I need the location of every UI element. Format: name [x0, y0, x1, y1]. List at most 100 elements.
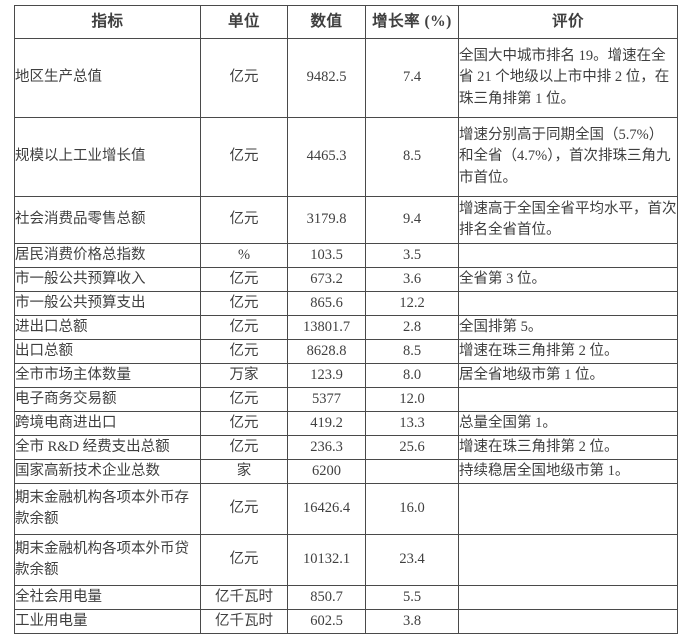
cell-indicator: 市一般公共预算支出	[14, 291, 201, 316]
cell-indicator: 电子商务交易额	[14, 387, 201, 412]
cell-value: 123.9	[287, 363, 366, 388]
table-row: 电子商务交易额 亿元 5377 12.0	[14, 387, 678, 412]
table-header-row: 指标 单位 数值 增长率 (%) 评价	[14, 5, 678, 39]
table-row: 规模以上工业增长值 亿元 4465.3 8.5 增速分别高于同期全国（5.7%）和全省（…	[14, 117, 678, 197]
cell-comment: 全国排第 5。	[458, 315, 678, 340]
cell-comment: 总量全国第 1。	[458, 411, 678, 436]
table-body: 地区生产总值 亿元 9482.5 7.4 全国大中城市排名 19。增速在全省 21 个地…	[14, 38, 678, 634]
cell-value: 10132.1	[287, 534, 366, 586]
cell-comment	[458, 387, 678, 412]
cell-indicator: 地区生产总值	[14, 38, 201, 118]
cell-comment: 持续稳居全国地级市第 1。	[458, 459, 678, 484]
cell-comment: 全省第 3 位。	[458, 267, 678, 292]
cell-value: 236.3	[287, 435, 366, 460]
economic-indicators-table: 指标 单位 数值 增长率 (%) 评价 地区生产总值 亿元 9482.5 7.4 全国大…	[14, 5, 678, 634]
table-row: 地区生产总值 亿元 9482.5 7.4 全国大中城市排名 19。增速在全省 21 个地…	[14, 38, 678, 118]
cell-unit: 亿元	[200, 339, 288, 364]
table-row: 全市市场主体数量 万家 123.9 8.0 居全省地级市第 1 位。	[14, 363, 678, 388]
cell-unit: 亿元	[200, 38, 288, 118]
cell-value: 419.2	[287, 411, 366, 436]
column-header-unit: 单位	[200, 5, 288, 39]
cell-growth: 3.5	[365, 243, 459, 268]
table-row: 全市 R&D 经费支出总额 亿元 236.3 25.6 增速在珠三角排第 2 位。	[14, 435, 678, 460]
cell-indicator: 国家高新技术企业总数	[14, 459, 201, 484]
cell-comment	[458, 534, 678, 586]
table-row: 社会消费品零售总额 亿元 3179.8 9.4 增速高于全国全省平均水平，首次排名全省首…	[14, 196, 678, 244]
cell-comment	[458, 291, 678, 316]
cell-unit: 亿元	[200, 534, 288, 586]
cell-growth: 25.6	[365, 435, 459, 460]
column-header-indicator: 指标	[14, 5, 201, 39]
cell-growth: 16.0	[365, 483, 459, 535]
table-row: 市一般公共预算支出 亿元 865.6 12.2	[14, 291, 678, 316]
cell-value: 5377	[287, 387, 366, 412]
cell-indicator: 规模以上工业增长值	[14, 117, 201, 197]
cell-growth: 23.4	[365, 534, 459, 586]
cell-indicator: 全社会用电量	[14, 585, 201, 610]
cell-comment: 居全省地级市第 1 位。	[458, 363, 678, 388]
table-row: 期末金融机构各项本外币贷款余额 亿元 10132.1 23.4	[14, 534, 678, 586]
cell-unit: 亿元	[200, 267, 288, 292]
column-header-comment: 评价	[458, 5, 678, 39]
cell-indicator: 社会消费品零售总额	[14, 196, 201, 244]
cell-comment	[458, 483, 678, 535]
cell-indicator: 进出口总额	[14, 315, 201, 340]
cell-comment: 增速在珠三角排第 2 位。	[458, 339, 678, 364]
cell-growth: 8.5	[365, 117, 459, 197]
table-row: 居民消费价格总指数% 103.5 3.5	[14, 243, 678, 268]
cell-comment: 增速高于全国全省平均水平，首次排名全省首位。	[458, 196, 678, 244]
cell-growth: 12.2	[365, 291, 459, 316]
cell-growth: 12.0	[365, 387, 459, 412]
table-row: 跨境电商进出口 亿元 419.2 13.3 总量全国第 1。	[14, 411, 678, 436]
cell-indicator: 跨境电商进出口	[14, 411, 201, 436]
cell-growth: 2.8	[365, 315, 459, 340]
cell-comment	[458, 609, 678, 634]
cell-unit: 亿元	[200, 196, 288, 244]
cell-growth: 7.4	[365, 38, 459, 118]
cell-unit: 亿千瓦时	[200, 585, 288, 610]
cell-comment: 增速分别高于同期全国（5.7%）和全省（4.7%），首次排珠三角九市首位。	[458, 117, 678, 197]
cell-unit: %	[200, 243, 288, 268]
cell-value: 3179.8	[287, 196, 366, 244]
cell-unit: 亿元	[200, 387, 288, 412]
cell-unit: 万家	[200, 363, 288, 388]
cell-value: 6200	[287, 459, 366, 484]
cell-unit: 家	[200, 459, 288, 484]
cell-indicator: 全市 R&D 经费支出总额	[14, 435, 201, 460]
cell-indicator: 出口总额	[14, 339, 201, 364]
cell-value: 673.2	[287, 267, 366, 292]
cell-comment: 增速在珠三角排第 2 位。	[458, 435, 678, 460]
cell-value: 103.5	[287, 243, 366, 268]
table-row: 国家高新技术企业总数家 6200 持续稳居全国地级市第 1。	[14, 459, 678, 484]
table-row: 工业用电量 亿千瓦时 602.5 3.8	[14, 609, 678, 634]
cell-value: 16426.4	[287, 483, 366, 535]
cell-comment: 全国大中城市排名 19。增速在全省 21 个地级以上市中排 2 位，在珠三角排第…	[458, 38, 678, 118]
cell-value: 13801.7	[287, 315, 366, 340]
table-row: 进出口总额 亿元 13801.7 2.8 全国排第 5。	[14, 315, 678, 340]
cell-unit: 亿元	[200, 291, 288, 316]
cell-value: 850.7	[287, 585, 366, 610]
cell-unit: 亿千瓦时	[200, 609, 288, 634]
cell-growth: 3.6	[365, 267, 459, 292]
cell-unit: 亿元	[200, 315, 288, 340]
table-row: 期末金融机构各项本外币存款余额 亿元 16426.4 16.0	[14, 483, 678, 535]
cell-indicator: 居民消费价格总指数	[14, 243, 201, 268]
cell-unit: 亿元	[200, 483, 288, 535]
cell-comment	[458, 585, 678, 610]
cell-growth: 3.8	[365, 609, 459, 634]
cell-value: 865.6	[287, 291, 366, 316]
cell-growth	[365, 459, 459, 484]
column-header-value: 数值	[287, 5, 366, 39]
table-row: 市一般公共预算收入 亿元 673.2 3.6 全省第 3 位。	[14, 267, 678, 292]
cell-value: 602.5	[287, 609, 366, 634]
cell-unit: 亿元	[200, 117, 288, 197]
cell-indicator: 市一般公共预算收入	[14, 267, 201, 292]
cell-growth: 8.0	[365, 363, 459, 388]
table-row: 出口总额 亿元 8628.8 8.5 增速在珠三角排第 2 位。	[14, 339, 678, 364]
cell-value: 4465.3	[287, 117, 366, 197]
cell-comment	[458, 243, 678, 268]
cell-unit: 亿元	[200, 411, 288, 436]
cell-growth: 13.3	[365, 411, 459, 436]
cell-growth: 8.5	[365, 339, 459, 364]
table-row: 全社会用电量 亿千瓦时 850.7 5.5	[14, 585, 678, 610]
